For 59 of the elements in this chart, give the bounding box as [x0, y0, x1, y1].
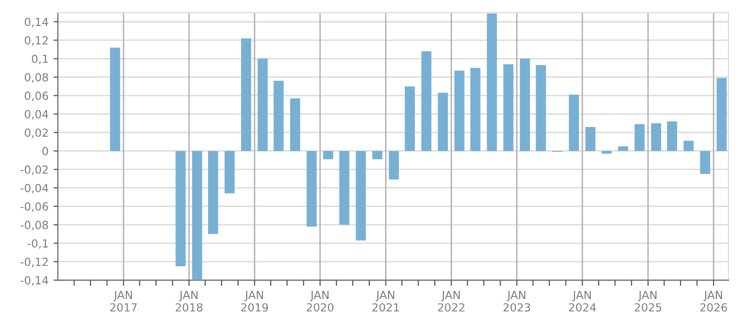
bar [667, 121, 678, 151]
bar [470, 68, 480, 151]
x-tick-label: JAN 2026 [700, 290, 728, 312]
y-tick-label: -0,12 [20, 258, 48, 268]
bar [388, 150, 399, 180]
bar [568, 94, 579, 151]
bar [618, 146, 628, 151]
bar [602, 150, 612, 154]
bar [634, 124, 645, 151]
bar [421, 51, 432, 151]
y-tick-label: -0,06 [20, 202, 48, 212]
bar [372, 150, 382, 160]
y-tick-label: 0,08 [24, 73, 48, 83]
y-tick-label: 0,06 [24, 92, 48, 102]
x-tick-label: JAN 2023 [504, 290, 530, 312]
x-tick-label: JAN 2020 [306, 290, 334, 312]
bar [323, 150, 334, 160]
bar [520, 58, 530, 151]
bar [274, 80, 284, 151]
bar [454, 70, 464, 151]
bar [258, 58, 268, 151]
bar [110, 48, 120, 151]
bar [585, 126, 596, 151]
bar [241, 38, 252, 151]
x-tick-label: JAN 2021 [372, 290, 399, 312]
bar [192, 150, 202, 280]
bar [208, 150, 218, 234]
y-tick-label: -0,04 [20, 184, 48, 194]
bar [224, 150, 235, 194]
bar [684, 140, 694, 151]
bar [651, 123, 662, 151]
y-tick-label: 0,1 [32, 54, 48, 64]
bar [404, 86, 415, 151]
x-tick-label: JAN 2024 [569, 290, 596, 312]
y-tick-label: 0,02 [24, 128, 48, 138]
bar [306, 150, 317, 227]
bar [438, 92, 448, 151]
x-tick-label: JAN 2018 [176, 290, 202, 312]
x-tick-label: JAN 2022 [438, 290, 464, 312]
bar [503, 64, 514, 151]
bar [700, 150, 710, 174]
y-tick-label: -0,1 [28, 239, 48, 249]
bar [486, 13, 497, 151]
y-tick-label: -0,08 [20, 220, 48, 230]
y-tick-label: -0,14 [20, 276, 48, 286]
bar [339, 150, 350, 225]
y-tick-label: -0,02 [20, 165, 48, 175]
y-tick-label: 0,04 [24, 110, 48, 120]
x-tick-label: JAN 2025 [634, 290, 662, 312]
y-tick-label: 0,12 [24, 36, 48, 46]
y-tick-label: 0,14 [24, 18, 48, 28]
bar [356, 150, 366, 240]
x-tick-label: JAN 2017 [110, 290, 137, 312]
x-tick-label: JAN 2019 [241, 290, 268, 312]
bar [536, 65, 546, 151]
y-tick-label: 0 [42, 146, 48, 156]
bar [176, 150, 186, 266]
bar [716, 78, 727, 151]
bar [290, 98, 300, 151]
